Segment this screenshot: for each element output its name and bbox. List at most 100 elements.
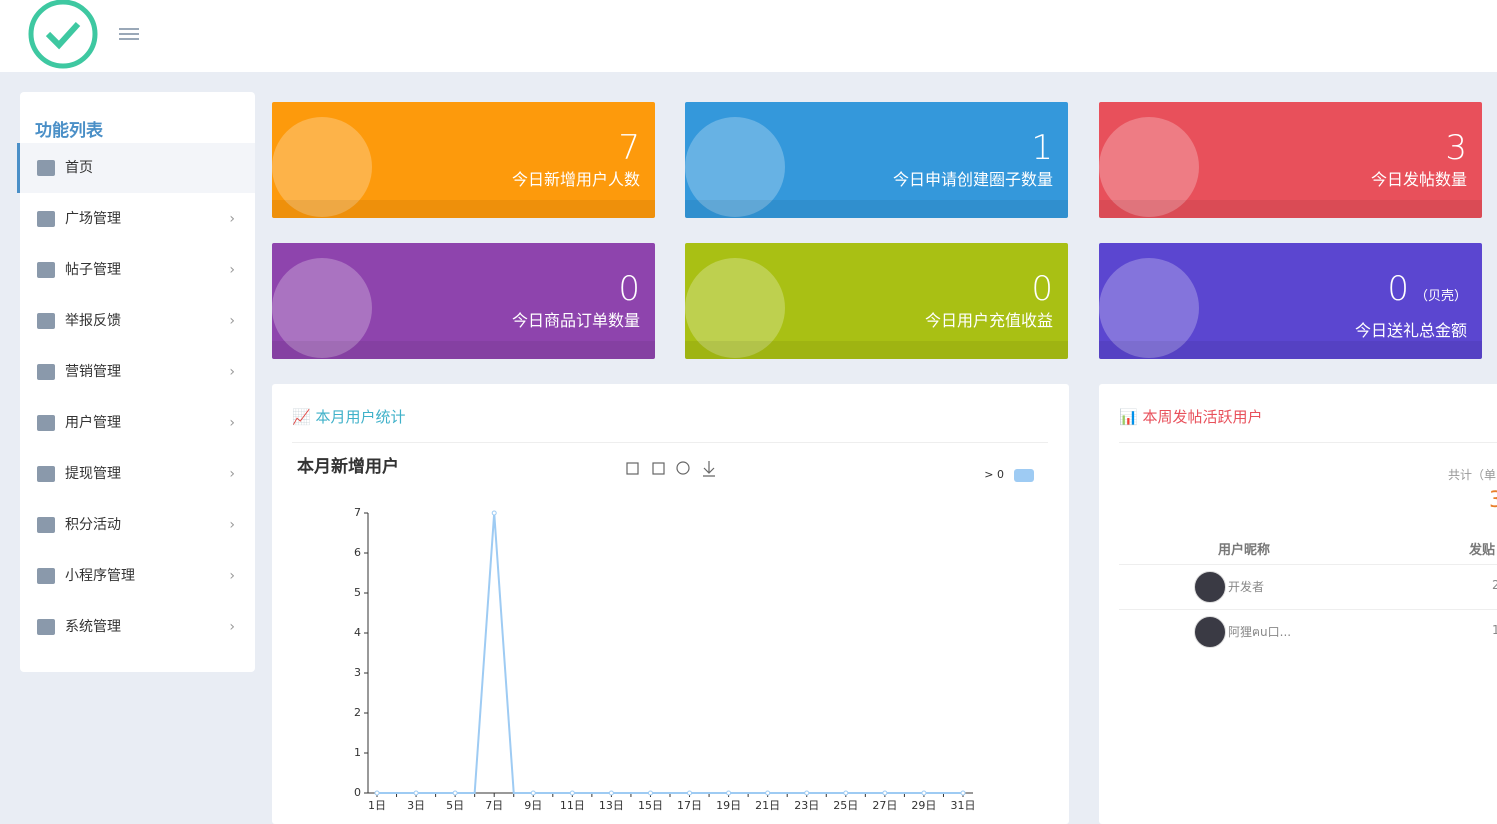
panel-heading-text: 本周发帖活跃用户: [1142, 408, 1263, 426]
sidebar-item[interactable]: 小程序管理 ›: [20, 551, 255, 601]
card-label: 今日送礼总金额: [1354, 321, 1467, 340]
chevron: ›: [229, 466, 235, 482]
sidebar-item[interactable]: 营销管理 ›: [20, 347, 255, 397]
card-decoration: [685, 117, 785, 217]
logo: [28, 0, 98, 69]
x-tick-label: 5日: [446, 799, 464, 812]
menu-toggle[interactable]: [119, 27, 139, 43]
sidebar-item[interactable]: 首页: [17, 143, 255, 193]
chevron: ›: [229, 415, 235, 431]
active-users-panel: 📊 本周发帖活跃用户 共计（单 3 用户昵称 发贴 开发者 2 阿狸ฅu口... 1: [1099, 384, 1497, 824]
data-point: [843, 790, 849, 796]
chart-panel: 📈 本月用户统计 本月新增用户 > 0 0 1 2 3 4 5 6 7 1日 3日 5日 7日 9日 11…: [272, 384, 1069, 824]
card-value-text: 0: [1031, 269, 1053, 309]
card-value-text: 0: [1387, 269, 1409, 309]
chart-toolbar[interactable]: [626, 461, 715, 477]
item-icon: [37, 415, 55, 431]
card-value: 0: [618, 269, 640, 309]
chevron: ›: [229, 568, 235, 584]
total-label: 共计（单: [1448, 468, 1497, 482]
card-value: 0: [1031, 269, 1053, 309]
chevron: ›: [229, 364, 235, 380]
item-icon: [37, 517, 55, 533]
y-tick-label: 5: [354, 586, 361, 599]
series-line: [377, 512, 963, 794]
x-tick-label: 25日: [833, 799, 858, 812]
item-icon: [37, 262, 55, 278]
item-icon: [37, 619, 55, 635]
legend-swatch: [1014, 469, 1034, 482]
x-tick-label: 9日: [524, 799, 542, 812]
card-value-text: 3: [1445, 128, 1467, 168]
x-tick-label: 19日: [716, 799, 741, 812]
stat-card: 1 今日申请创建圈子数量: [685, 102, 1068, 218]
avatar: [1194, 616, 1226, 648]
item-label: 首页: [65, 160, 93, 176]
nickname: 阿狸ฅu口...: [1228, 625, 1292, 639]
stat-card: 0 今日商品订单数量: [272, 243, 655, 359]
x-tick-label: 31日: [951, 799, 976, 812]
card-label: 今日新增用户人数: [511, 170, 640, 189]
card-decoration: [685, 258, 785, 358]
column-header: 发贴: [1469, 543, 1496, 558]
stat-card: 0 今日用户充值收益: [685, 243, 1068, 359]
item-label: 积分活动: [65, 517, 121, 533]
stat-card: 0 （贝壳） 今日送礼总金额: [1099, 243, 1482, 359]
item-icon: [37, 466, 55, 482]
item-icon: [37, 211, 55, 227]
data-point: [452, 790, 458, 796]
avatar: [1194, 571, 1226, 603]
panel-heading: 📈 本月用户统计: [292, 408, 406, 426]
sidebar-item[interactable]: 用户管理 ›: [20, 398, 255, 448]
item-label: 小程序管理: [65, 568, 135, 584]
x-tick-label: 15日: [638, 799, 663, 812]
panel-heading-text: 本月用户统计: [315, 408, 406, 426]
card-value-text: 0: [618, 269, 640, 309]
data-point: [569, 790, 575, 796]
data-point: [608, 790, 614, 796]
y-tick-label: 7: [354, 506, 361, 519]
card-strip: [685, 200, 1068, 218]
card-value: 0 （贝壳）: [1387, 269, 1467, 309]
sidebar-item[interactable]: 广场管理 ›: [20, 194, 255, 244]
y-tick-label: 1: [354, 746, 361, 759]
y-tick-label: 3: [354, 666, 361, 679]
panel-heading: 📊 本周发帖活跃用户: [1119, 408, 1263, 426]
y-tick-label: 6: [354, 546, 361, 559]
chevron: ›: [229, 313, 235, 329]
x-tick-label: 23日: [794, 799, 819, 812]
item-label: 系统管理: [65, 619, 121, 635]
chevron: ›: [229, 517, 235, 533]
sidebar-item[interactable]: 帖子管理 ›: [20, 245, 255, 295]
data-point: [921, 790, 927, 796]
sidebar-item[interactable]: 系统管理 ›: [20, 602, 255, 652]
x-tick-label: 21日: [755, 799, 780, 812]
post-count: 2: [1492, 578, 1497, 592]
item-icon: [37, 160, 55, 176]
card-decoration: [1099, 258, 1199, 358]
data-point: [530, 790, 536, 796]
data-point: [765, 790, 771, 796]
card-decoration: [272, 258, 372, 358]
card-decoration: [1099, 117, 1199, 217]
data-point: [960, 790, 966, 796]
data-point: [647, 790, 653, 796]
card-label: 今日申请创建圈子数量: [892, 170, 1053, 189]
legend-label: > 0: [984, 468, 1004, 481]
sidebar-item[interactable]: 积分活动 ›: [20, 500, 255, 550]
total-value: 3: [1489, 488, 1497, 513]
card-value: 1: [1031, 128, 1053, 168]
sidebar-item[interactable]: 举报反馈 ›: [20, 296, 255, 346]
sidebar-item[interactable]: 提现管理 ›: [20, 449, 255, 499]
x-tick-label: 29日: [911, 799, 936, 812]
nickname: 开发者: [1228, 580, 1265, 594]
data-point: [687, 790, 693, 796]
chevron: ›: [229, 619, 235, 635]
chevron: ›: [229, 211, 235, 227]
item-icon: [37, 364, 55, 380]
chevron: ›: [229, 262, 235, 278]
card-strip: [272, 341, 655, 359]
sidebar-title: 功能列表: [35, 121, 103, 141]
card-decoration: [272, 117, 372, 217]
